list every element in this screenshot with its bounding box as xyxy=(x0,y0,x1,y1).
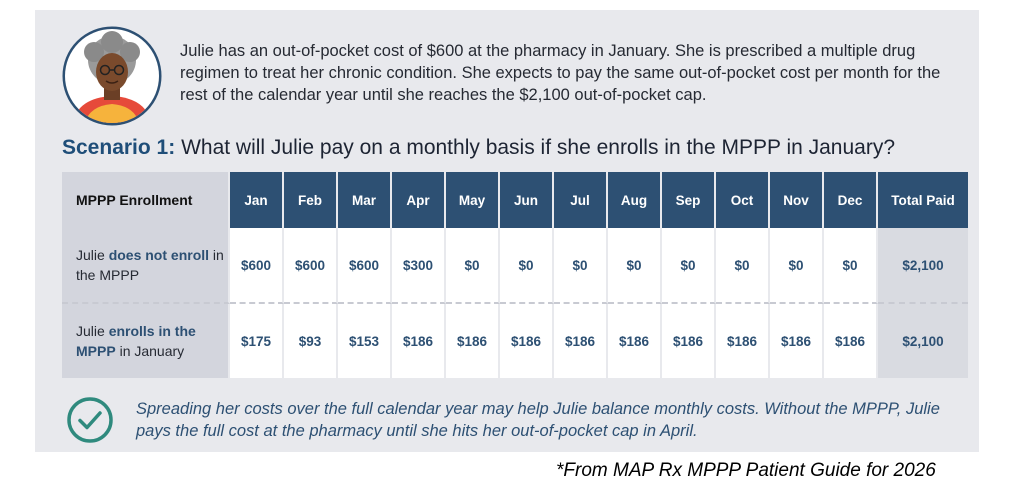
table-row-enrolled: Julie enrolls in the MPPP in January $17… xyxy=(62,304,968,378)
month-header: Aug xyxy=(608,172,662,228)
cost-cell: $186 xyxy=(446,304,500,378)
cost-cell: $0 xyxy=(770,228,824,304)
source-citation: *From MAP Rx MPPP Patient Guide for 2026 xyxy=(556,460,936,481)
month-header: Sep xyxy=(662,172,716,228)
cost-cell: $186 xyxy=(608,304,662,378)
payment-table: MPPP Enrollment Jan Feb Mar Apr May Jun … xyxy=(62,172,968,378)
row-header-label: MPPP Enrollment xyxy=(62,172,230,228)
table-header-row: MPPP Enrollment Jan Feb Mar Apr May Jun … xyxy=(62,172,968,228)
summary-note: Spreading her costs over the full calend… xyxy=(136,400,940,440)
total-header: Total Paid xyxy=(878,172,968,228)
cost-cell: $0 xyxy=(662,228,716,304)
scenario-label: Scenario 1: xyxy=(62,136,176,159)
row-label-post: in the MPPP xyxy=(76,247,224,283)
row-label: Julie enrolls in the MPPP in January xyxy=(62,304,230,378)
month-header: Dec xyxy=(824,172,878,228)
month-header: Jan xyxy=(230,172,284,228)
table-row-not-enrolled: Julie does not enroll in the MPPP $600 $… xyxy=(62,228,968,304)
month-header: May xyxy=(446,172,500,228)
cost-cell: $186 xyxy=(500,304,554,378)
cost-cell: $186 xyxy=(392,304,446,378)
month-header: Mar xyxy=(338,172,392,228)
row-label-post: in January xyxy=(119,343,185,359)
cost-cell: $93 xyxy=(284,304,338,378)
cost-cell: $0 xyxy=(716,228,770,304)
month-header: Apr xyxy=(392,172,446,228)
cost-cell: $0 xyxy=(608,228,662,304)
cost-cell: $175 xyxy=(230,304,284,378)
month-header: Jul xyxy=(554,172,608,228)
cost-cell: $186 xyxy=(824,304,878,378)
cost-cell: $600 xyxy=(284,228,338,304)
cost-cell: $600 xyxy=(230,228,284,304)
cost-cell: $0 xyxy=(824,228,878,304)
row-label-pre: Julie xyxy=(76,323,105,339)
cost-cell: $153 xyxy=(338,304,392,378)
month-header: Jun xyxy=(500,172,554,228)
cost-cell: $0 xyxy=(554,228,608,304)
cost-cell: $186 xyxy=(662,304,716,378)
row-label: Julie does not enroll in the MPPP xyxy=(62,228,230,304)
scenario-question: What will Julie pay on a monthly basis i… xyxy=(181,136,896,159)
row-label-pre: Julie xyxy=(76,247,105,263)
cost-cell: $600 xyxy=(338,228,392,304)
month-header: Feb xyxy=(284,172,338,228)
cost-cell: $300 xyxy=(392,228,446,304)
intro-text: Julie has an out-of-pocket cost of $600 … xyxy=(180,42,941,104)
woman-avatar-icon xyxy=(62,26,162,126)
scenario-heading: Scenario 1: What will Julie pay on a mon… xyxy=(62,136,962,160)
cost-cell: $186 xyxy=(716,304,770,378)
cost-cell: $186 xyxy=(770,304,824,378)
month-header: Nov xyxy=(770,172,824,228)
month-header: Oct xyxy=(716,172,770,228)
row-label-emphasis: does not enroll xyxy=(108,247,210,263)
total-cell: $2,100 xyxy=(878,304,968,378)
row-label-emphasis: enrolls in the MPPP xyxy=(76,323,196,359)
checkmark-circle-icon xyxy=(67,397,113,443)
cost-cell: $0 xyxy=(446,228,500,304)
cost-cell: $186 xyxy=(554,304,608,378)
cost-cell: $0 xyxy=(500,228,554,304)
total-cell: $2,100 xyxy=(878,228,968,304)
